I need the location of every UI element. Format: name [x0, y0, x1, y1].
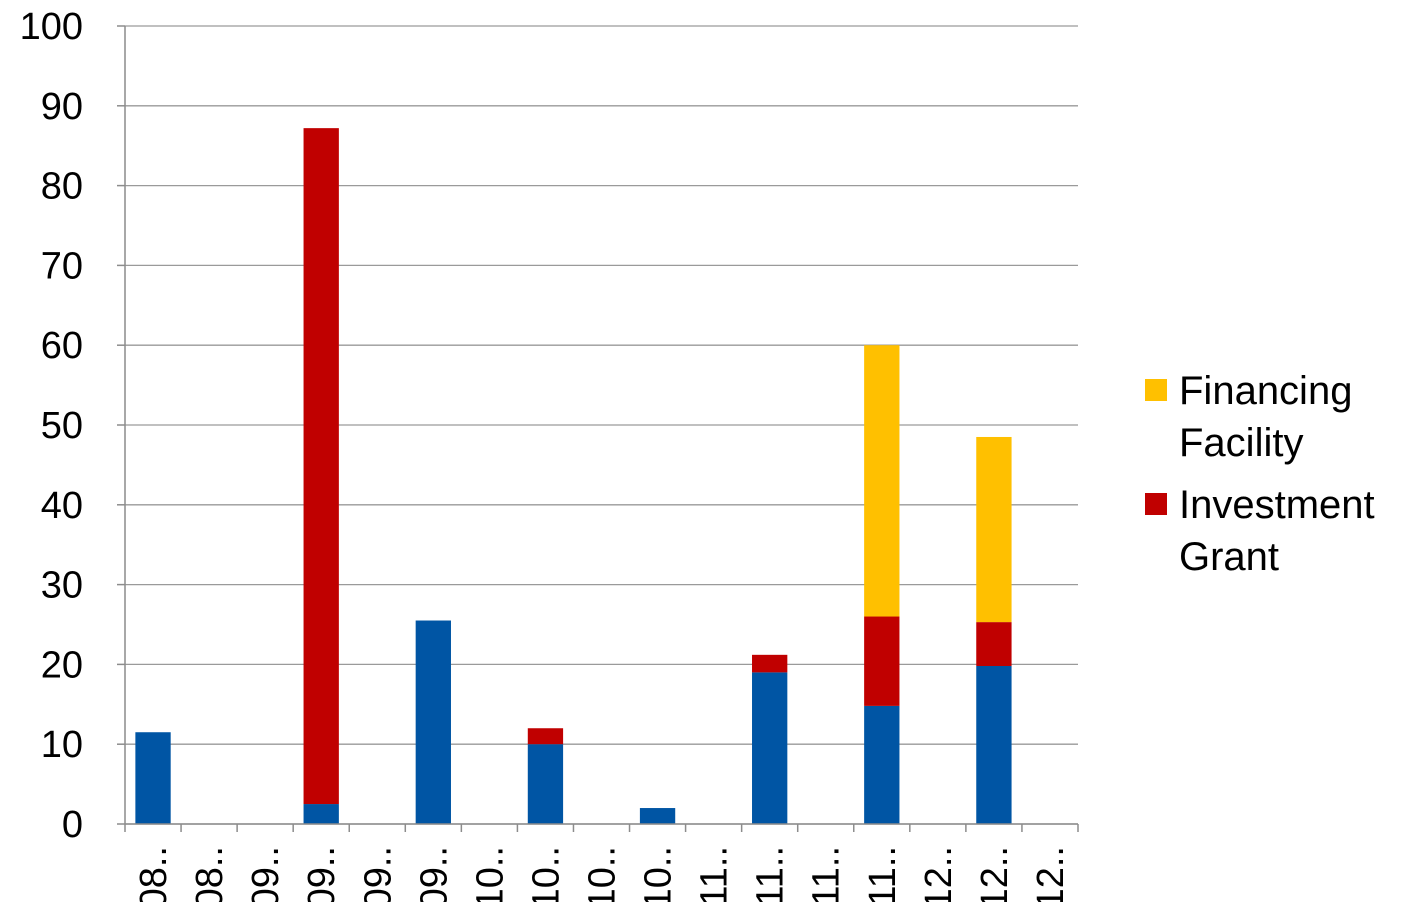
bar-series0-cat7: [527, 744, 564, 824]
x-category-label-11: 11..: [750, 846, 792, 902]
legend: Financing Facility Investment Grant: [1145, 365, 1400, 593]
bar-series1-cat7: [527, 728, 564, 745]
legend-swatch-investment-grant: [1145, 493, 1167, 515]
bar-series0-cat3: [303, 804, 339, 824]
gridlines: [125, 25, 1078, 825]
x-category-label-16: 12..: [1030, 846, 1072, 902]
legend-swatch-financing-facility: [1145, 379, 1167, 401]
bar-series0-cat11: [752, 672, 788, 824]
x-category-label-7: 10..: [525, 846, 567, 902]
bar-series0-cat0: [135, 732, 171, 824]
bar-series1-cat13: [864, 616, 900, 706]
bar-series0-cat5: [415, 620, 451, 824]
x-category-label-2: 09..: [245, 846, 287, 902]
x-category-label-10: 11..: [694, 846, 736, 902]
axes: [117, 25, 1079, 832]
y-tick-label-40: 40: [41, 485, 83, 527]
bar-series2-cat13: [864, 345, 900, 617]
x-category-label-6: 10..: [469, 846, 511, 902]
x-category-label-0: 08..: [133, 846, 175, 902]
legend-item-investment-grant: Investment Grant: [1145, 479, 1400, 583]
legend-item-financing-facility: Financing Facility: [1145, 365, 1400, 469]
y-tick-label-10: 10: [41, 724, 83, 766]
x-category-label-15: 12..: [974, 846, 1016, 902]
x-category-label-13: 11..: [862, 846, 904, 902]
bar-series0-cat15: [976, 665, 1012, 824]
y-tick-label-60: 60: [41, 325, 83, 367]
y-tick-label-100: 100: [20, 6, 83, 48]
x-category-label-1: 08..: [189, 846, 231, 902]
bar-series1-cat11: [752, 654, 788, 673]
y-tick-label-30: 30: [41, 565, 83, 607]
x-category-label-8: 10..: [582, 846, 624, 902]
bars: [135, 128, 1012, 824]
bar-series0-cat13: [864, 705, 900, 824]
y-tick-label-50: 50: [41, 405, 83, 447]
x-category-label-9: 10..: [638, 846, 680, 902]
x-category-label-3: 09..: [301, 846, 343, 902]
x-axis-tick-labels: 08.. 08.. 09.. 09.. 09.. 09.. 10.. 10.. 10.. 10..…: [133, 846, 1072, 902]
bar-series0-cat9: [639, 808, 676, 824]
x-category-label-4: 09..: [357, 846, 399, 902]
bar-series2-cat15: [976, 436, 1012, 623]
y-tick-label-70: 70: [41, 245, 83, 287]
x-category-label-14: 12..: [918, 846, 960, 902]
bar-series1-cat3: [303, 128, 339, 805]
y-axis-tick-labels: 0 10 20 30 40 50 60 70 80 90 100: [20, 6, 83, 846]
legend-label-financing-facility: Financing Facility: [1179, 369, 1353, 465]
y-tick-label-90: 90: [41, 86, 83, 128]
x-category-label-12: 11..: [806, 846, 848, 902]
bar-series1-cat15: [976, 622, 1012, 666]
y-tick-label-80: 80: [41, 166, 83, 208]
y-tick-label-20: 20: [41, 644, 83, 686]
legend-label-investment-grant: Investment Grant: [1179, 483, 1375, 579]
x-category-label-5: 09..: [413, 846, 455, 902]
y-tick-label-0: 0: [62, 804, 83, 846]
